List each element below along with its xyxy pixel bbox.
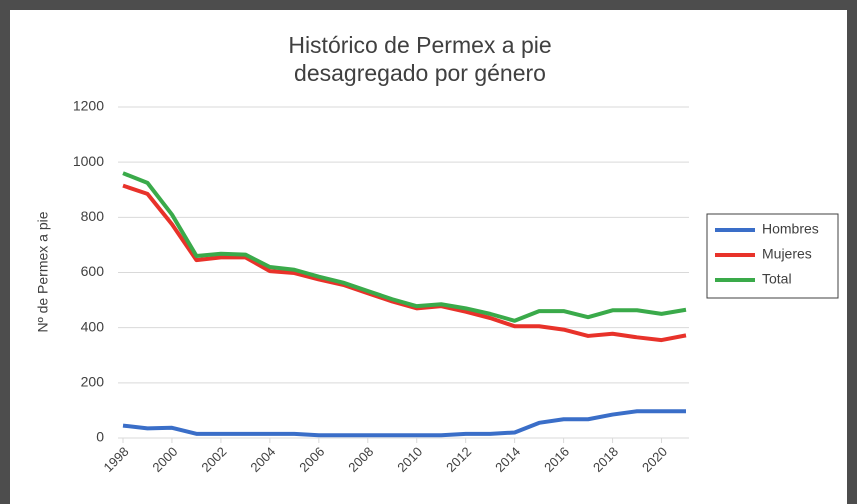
y-tick-label: 600 (81, 263, 105, 279)
legend-label: Hombres (762, 221, 819, 237)
chart-title: desagregado por género (294, 60, 546, 86)
series-line (122, 183, 687, 343)
y-tick-label: 0 (96, 429, 104, 445)
legend-label: Total (762, 271, 792, 287)
y-tick-label: 1000 (73, 153, 104, 169)
legend-label: Mujeres (762, 246, 812, 262)
y-tick-label: 1200 (73, 98, 104, 114)
y-tick-label: 800 (81, 208, 105, 224)
y-axis-label: Nº de Permex a pie (35, 211, 51, 332)
chart-title: Histórico de Permex a pie (288, 32, 551, 58)
series-line (122, 409, 686, 438)
series-line (122, 171, 687, 323)
y-tick-label: 200 (81, 374, 105, 390)
y-tick-label: 400 (81, 318, 105, 334)
